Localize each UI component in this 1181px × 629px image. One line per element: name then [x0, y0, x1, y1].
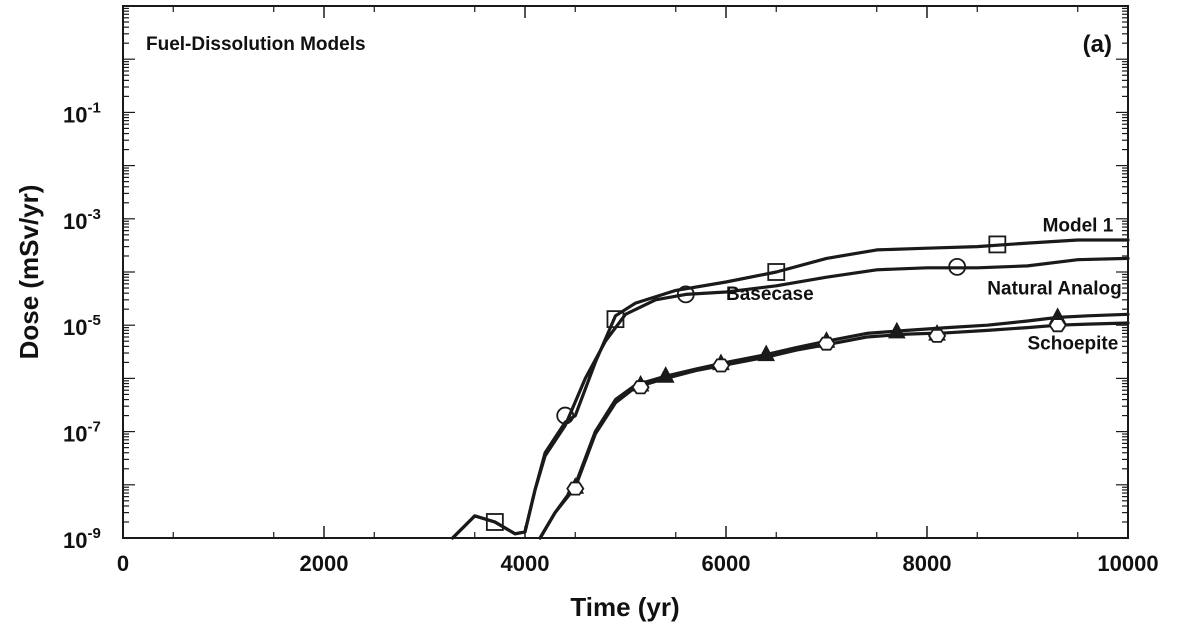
axis-ticks — [122, 6, 1129, 539]
series-label-natural-analog: Natural Analog — [987, 278, 1121, 299]
series-markers — [485, 235, 1067, 531]
marker-model-1 — [485, 513, 504, 531]
panel-label: (a) — [1083, 31, 1112, 58]
y-tick-label: 10-9 — [63, 525, 101, 553]
marker-model-1 — [988, 235, 1007, 254]
marker-basecase — [676, 285, 695, 304]
y-axis-label: Dose (mSv/yr) — [14, 185, 44, 360]
series-line-basecase — [451, 256, 1130, 540]
chart-title: Fuel-Dissolution Models — [146, 34, 366, 55]
y-tick-label: 10-3 — [63, 206, 101, 234]
series-lines — [451, 238, 1130, 540]
x-tick-label: 4000 — [501, 551, 550, 576]
marker-natural-analog — [757, 344, 776, 362]
marker-schoepite — [1048, 318, 1067, 333]
series-label-schoepite: Schoepite — [1028, 333, 1119, 354]
x-tick-label: 8000 — [903, 551, 952, 576]
x-tick-labels: 0 2000 4000 6000 8000 10000 — [117, 551, 1159, 576]
marker-basecase — [556, 406, 575, 425]
series-label-basecase: Basecase — [726, 284, 814, 305]
series-line-schoepite — [538, 321, 1130, 540]
marker-schoepite — [817, 336, 836, 351]
x-tick-label: 2000 — [300, 551, 349, 576]
marker-schoepite — [566, 481, 585, 496]
x-axis-label: Time (yr) — [570, 592, 679, 622]
y-tick-labels: 10-9 10-7 10-5 10-3 10-1 — [63, 99, 101, 553]
marker-basecase — [948, 257, 967, 276]
x-tick-label: 0 — [117, 551, 129, 576]
plot-frame — [122, 5, 1129, 539]
y-tick-label: 10-1 — [63, 99, 101, 127]
y-tick-label: 10-5 — [63, 312, 101, 340]
y-tick-label: 10-7 — [63, 419, 101, 447]
series-labels: Model 1 Basecase Natural Analog Schoepite — [726, 215, 1122, 354]
marker-model-1 — [767, 263, 786, 281]
marker-natural-analog — [888, 321, 906, 339]
series-label-model-1: Model 1 — [1043, 215, 1114, 236]
marker-natural-analog — [656, 366, 675, 383]
x-tick-label: 6000 — [702, 551, 751, 576]
marker-schoepite — [928, 328, 947, 343]
marker-model-1 — [606, 310, 625, 329]
marker-schoepite — [631, 380, 650, 395]
x-tick-label: 10000 — [1097, 551, 1158, 576]
marker-schoepite — [711, 358, 731, 373]
